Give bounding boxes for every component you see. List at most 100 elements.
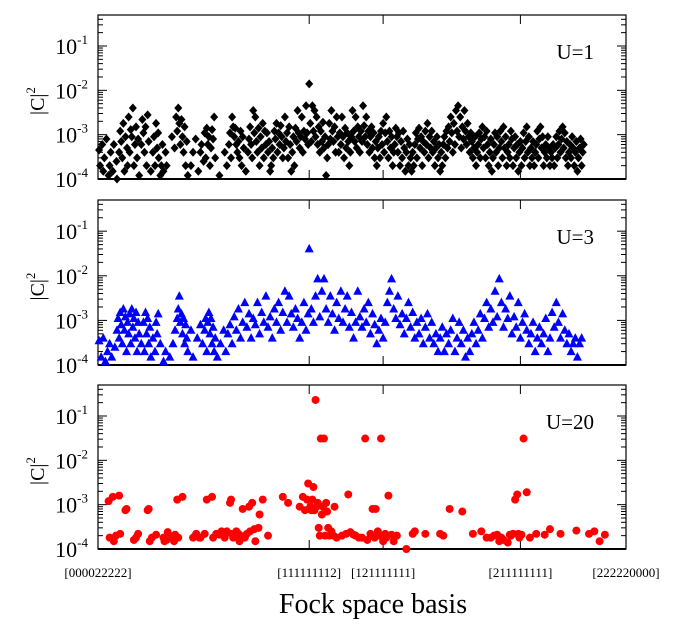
data-point (389, 161, 397, 170)
data-point (469, 317, 478, 326)
data-point (572, 527, 580, 535)
data-point (556, 333, 565, 342)
data-point (404, 298, 413, 307)
data-point (326, 291, 335, 300)
data-point (305, 79, 313, 88)
data-point (396, 161, 404, 170)
panel-label: U=1 (556, 40, 594, 64)
data-point (133, 347, 142, 356)
y-tick-label: 10-1 (55, 217, 88, 244)
data-point (284, 499, 292, 507)
data-point (152, 317, 161, 326)
data-point (128, 132, 136, 141)
data-point (228, 339, 237, 348)
data-point (340, 153, 348, 162)
data-point (494, 161, 502, 170)
data-point (391, 314, 400, 323)
data-points (105, 396, 609, 553)
data-point (315, 312, 324, 321)
data-point (469, 530, 477, 538)
data-point (133, 153, 141, 162)
data-point (278, 308, 287, 317)
data-point (458, 508, 466, 516)
data-point (113, 175, 121, 184)
data-point (530, 161, 538, 170)
data-point (459, 325, 468, 334)
data-point (418, 161, 426, 170)
data-point (417, 314, 426, 323)
y-tick-label: 10-1 (55, 402, 88, 429)
data-point (552, 298, 561, 307)
data-point (577, 333, 586, 342)
panel-3: 10-110-210-310-4|C|2U=20 (23, 385, 626, 562)
x-tick-label: [111111112] (277, 565, 341, 580)
data-point (161, 347, 170, 356)
data-point (299, 298, 308, 307)
data-point (264, 532, 272, 540)
y-tick-label: 10-3 (55, 306, 88, 333)
data-point (202, 347, 211, 356)
panel-label: U=20 (546, 410, 594, 434)
data-point (450, 347, 459, 356)
data-point (385, 286, 394, 295)
data-point (349, 333, 358, 342)
data-point (156, 339, 165, 348)
data-point (345, 161, 353, 170)
data-point (550, 161, 558, 170)
data-point (317, 286, 326, 295)
data-point (491, 286, 500, 295)
data-point (227, 153, 235, 162)
panels: 10-110-210-310-4|C|2U=110-110-210-310-4|… (23, 15, 660, 580)
data-point (323, 153, 331, 162)
data-point (100, 153, 108, 162)
x-tick-label: [211111111] (489, 565, 553, 580)
data-point (116, 530, 124, 538)
data-point (379, 333, 388, 342)
data-point (493, 312, 502, 321)
data-point (344, 490, 352, 498)
data-point (439, 532, 447, 540)
data-point (411, 527, 419, 535)
data-point (567, 347, 576, 356)
data-point (236, 333, 245, 342)
data-points (95, 244, 587, 365)
data-point (130, 161, 138, 170)
data-point (324, 317, 333, 326)
data-point (383, 298, 392, 307)
data-point (162, 148, 170, 157)
y-tick-label: 10-2 (55, 76, 88, 103)
data-point (256, 510, 264, 518)
x-tick-label: [000022222] (64, 565, 131, 580)
data-point (307, 304, 316, 313)
data-point (544, 132, 552, 141)
data-point (520, 435, 528, 443)
data-point (259, 496, 267, 504)
data-point (221, 148, 229, 157)
data-point (456, 113, 464, 122)
data-point (474, 325, 483, 334)
data-point (274, 298, 283, 307)
data-point (227, 496, 235, 504)
data-point (558, 309, 567, 318)
data-point (228, 113, 236, 122)
data-point (152, 531, 160, 539)
data-point (423, 119, 431, 128)
data-point (499, 322, 508, 331)
data-point (175, 291, 184, 300)
data-point (208, 493, 216, 501)
data-points (95, 79, 588, 183)
data-point (125, 113, 133, 122)
data-point (497, 298, 506, 307)
data-point (444, 339, 453, 348)
data-point (331, 503, 339, 511)
data-point (129, 103, 137, 112)
data-point (338, 113, 346, 122)
y-tick-label: 10-3 (55, 121, 88, 148)
data-point (402, 545, 410, 553)
data-point (305, 244, 314, 253)
data-point (140, 148, 148, 157)
x-tick-label: [222220000] (592, 565, 659, 580)
data-point (514, 298, 523, 307)
data-point (257, 308, 266, 317)
data-point (387, 274, 396, 283)
